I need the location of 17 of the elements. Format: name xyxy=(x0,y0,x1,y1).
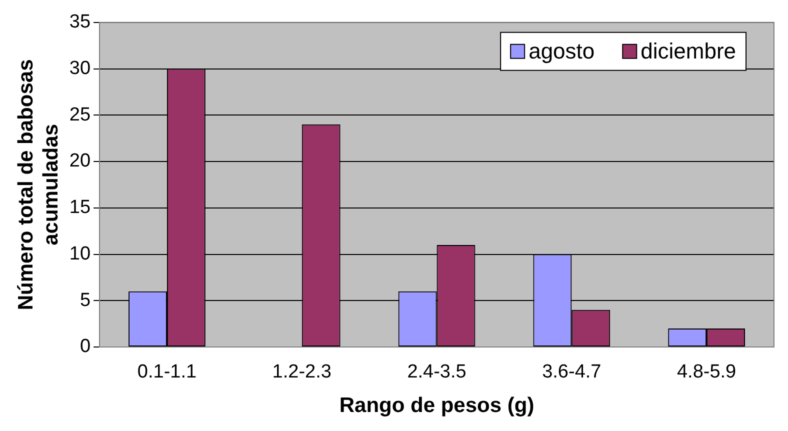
x-tick-label: 0.1-1.1 xyxy=(137,362,197,383)
y-tick-label: 35 xyxy=(69,12,91,33)
y-tick-label: 5 xyxy=(80,290,91,311)
x-tick-label: 4.8-5.9 xyxy=(676,362,736,383)
x-axis-title: Rango de pesos (g) xyxy=(339,394,534,418)
y-axis-title: Número total de babosas acumuladas xyxy=(14,59,63,310)
y-tick-label: 15 xyxy=(69,197,91,218)
y-tick-label: 20 xyxy=(69,150,91,172)
y-tick-label: 30 xyxy=(69,58,91,80)
y-tick-label: 25 xyxy=(69,104,91,126)
y-tick-label: 10 xyxy=(69,243,91,264)
legend-label: agosto xyxy=(528,38,595,64)
y-tick-label: 0 xyxy=(80,336,91,358)
x-tick-label: 2.4-3.5 xyxy=(407,362,466,383)
x-tick-label: 1.2-2.3 xyxy=(272,362,332,383)
legend-label: diciembre xyxy=(640,38,736,64)
x-tick-label: 3.6-4.7 xyxy=(542,362,602,383)
